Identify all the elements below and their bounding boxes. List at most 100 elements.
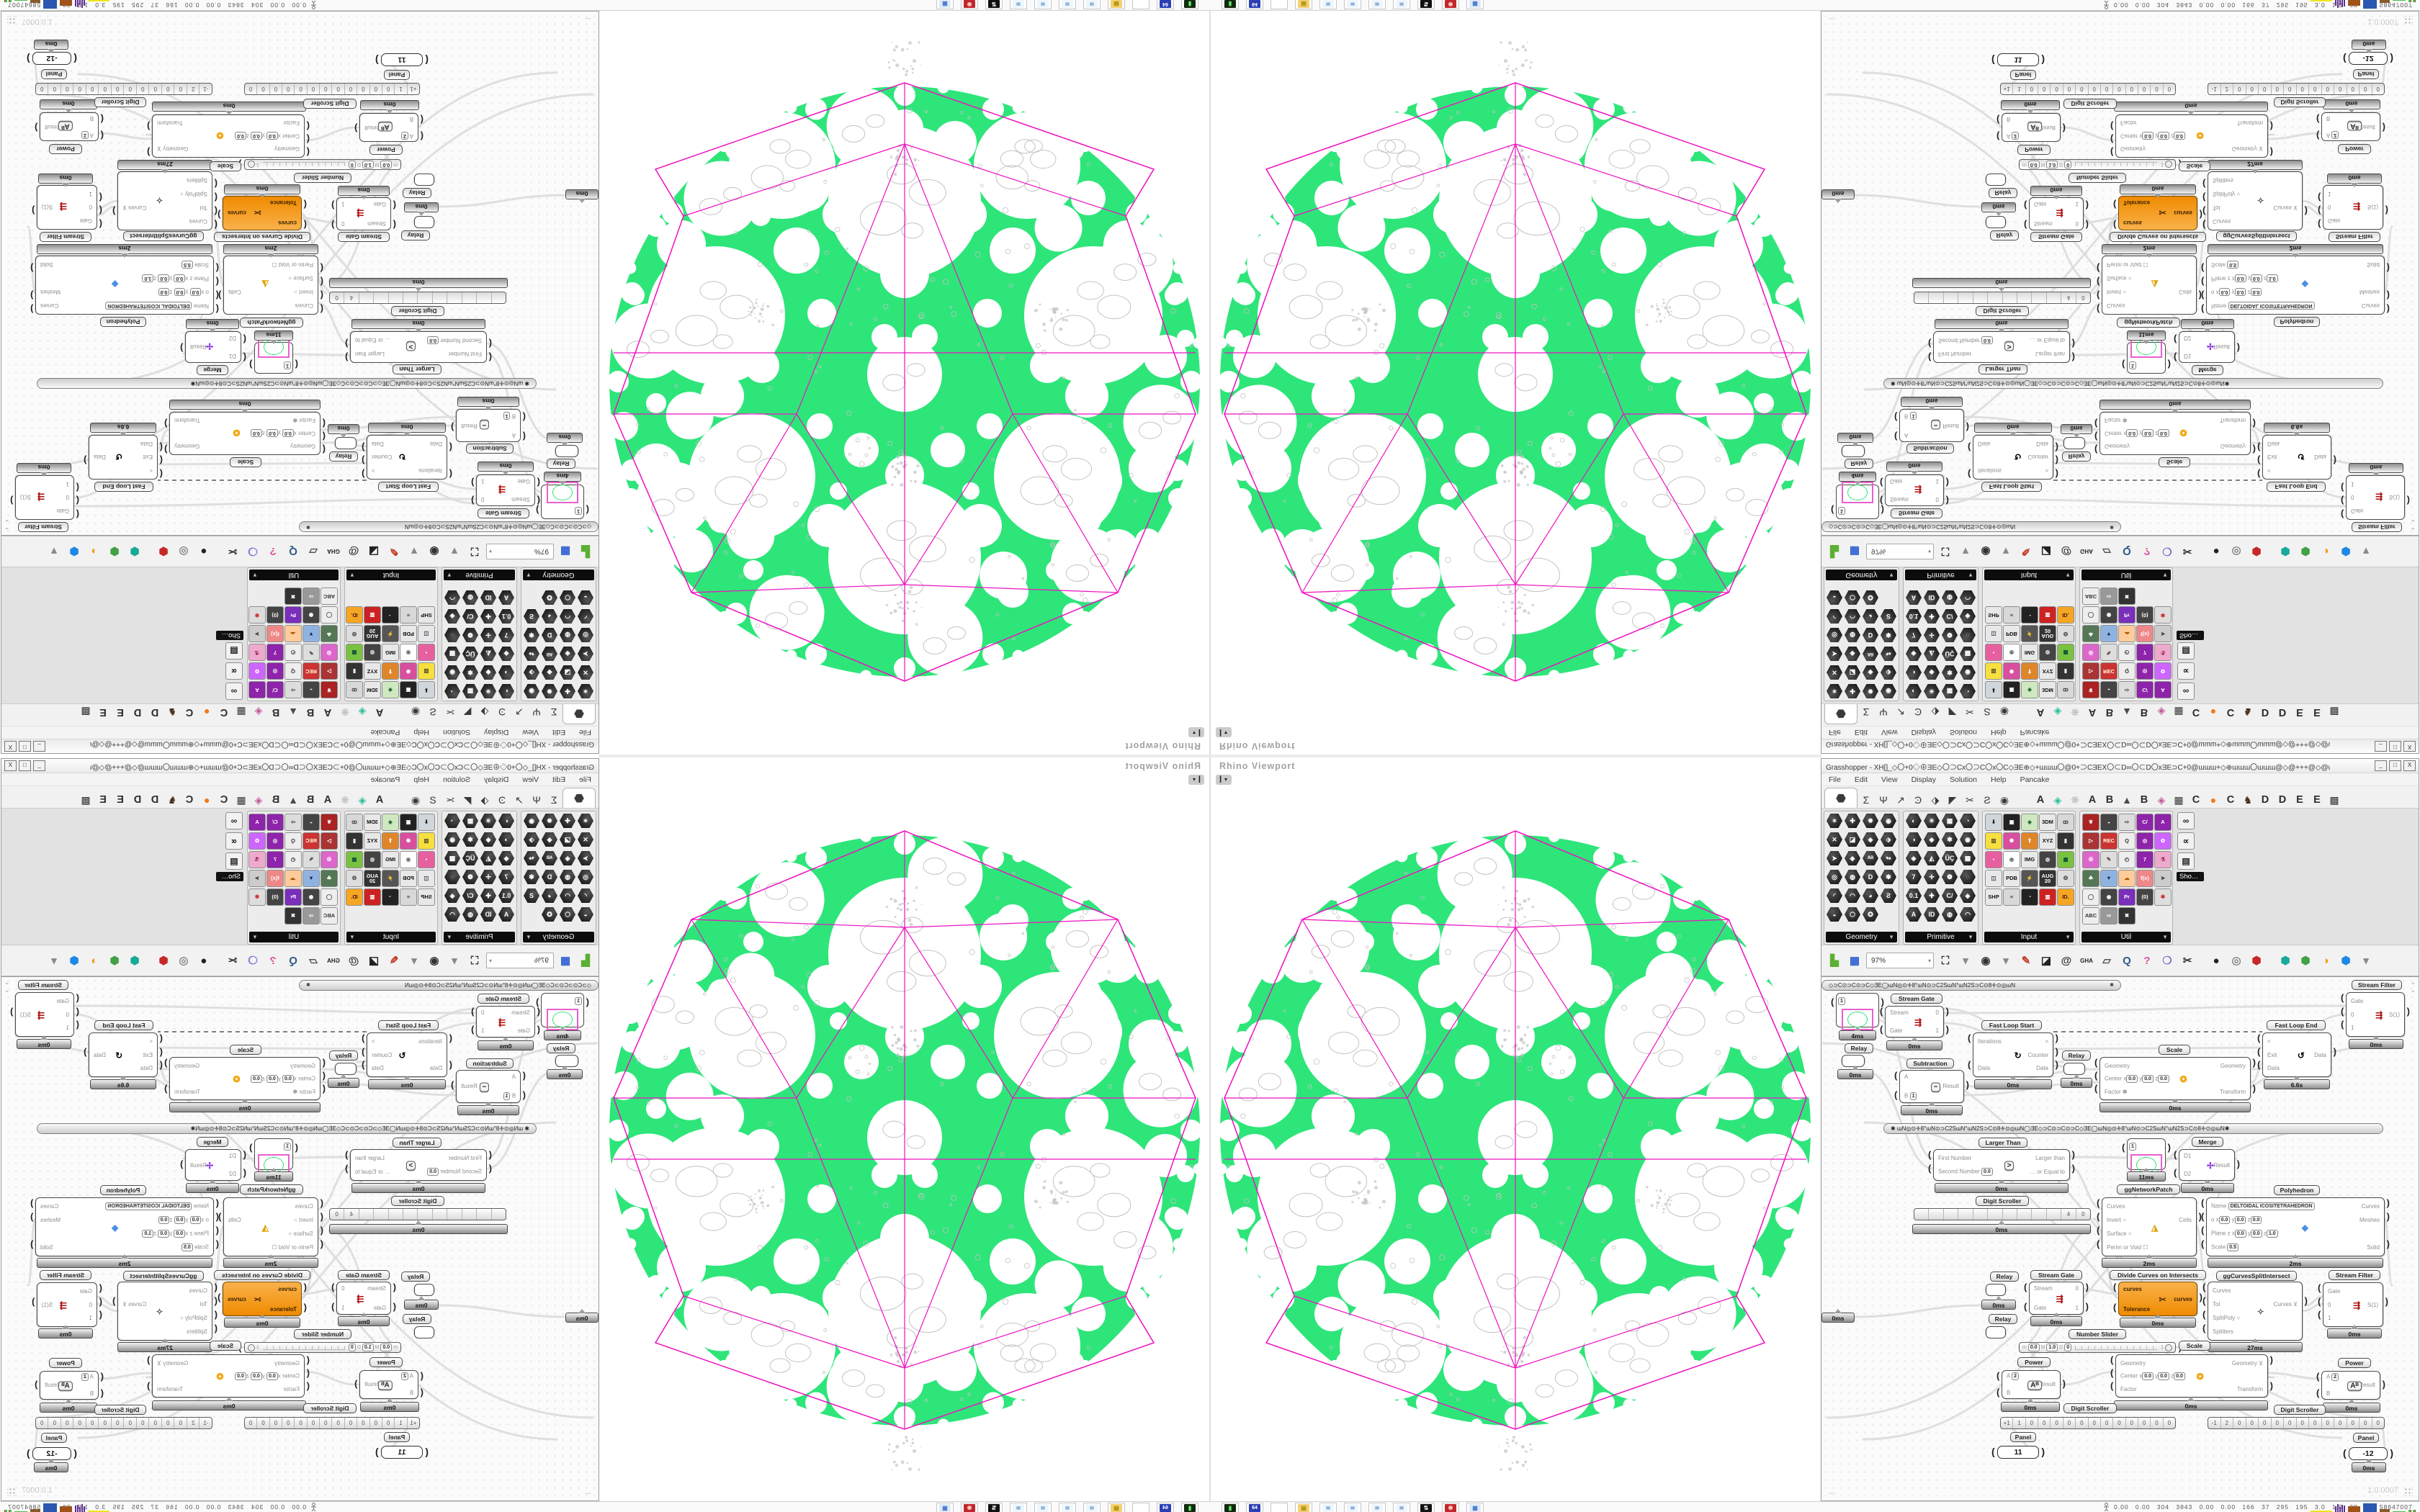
category-tab[interactable]: ♞ — [167, 706, 177, 719]
category-tab[interactable]: ◈ — [2053, 793, 2062, 806]
component-icon[interactable]: ◍ — [364, 851, 381, 868]
category-tab[interactable]: ◈ — [254, 793, 263, 806]
sketch-pen-icon[interactable]: ✎ — [2021, 955, 2031, 967]
zoom-combo[interactable]: 97% ▾ — [1866, 544, 1934, 559]
gh-component[interactable]: Name DELTOIDAL ICOSITETRAHEDRONCurveso x… — [2201, 1197, 2390, 1256]
gh-component[interactable]: Stream0Gate1⇶ — [2024, 1282, 2089, 1315]
component-icon[interactable]: ❁ — [1942, 870, 1958, 884]
component-icon[interactable]: ◐ — [498, 814, 514, 828]
display-gem-green-icon[interactable]: ⬢ — [2300, 955, 2311, 967]
component-icon[interactable]: A — [2154, 681, 2172, 698]
maximize-button[interactable]: □ — [19, 741, 31, 752]
component-icon[interactable]: ❃ — [248, 888, 266, 906]
preview-wire-icon[interactable]: ◎ — [179, 955, 189, 967]
component-icon[interactable]: ☁ — [284, 625, 302, 642]
label-chip[interactable]: Scale — [210, 1341, 241, 1351]
galapagos-icon[interactable]: ❍ — [248, 545, 258, 557]
gh-component[interactable]: A 2ResultBAᴮ — [40, 1371, 99, 1400]
save-file-icon[interactable]: ▦ — [1849, 545, 1860, 557]
component-icon[interactable]: ⬆ — [2021, 662, 2038, 680]
digit-scroller-display[interactable]: +1 1 0 0 0 0 0 0 0 0 0 0 0 0 — [244, 1417, 420, 1429]
gh-component[interactable]: Gate0S(1)1⇶ — [2318, 1282, 2388, 1327]
app-icon-floppy64[interactable]: 64 — [1246, 1503, 1263, 1512]
gh-component[interactable]: Stream0Gate1⇶ — [336, 1282, 391, 1315]
display-gem-teal-icon[interactable]: ⬢ — [130, 955, 140, 967]
component-icon[interactable]: ◕ — [542, 888, 557, 903]
component-icon[interactable]: ◎ — [266, 832, 284, 850]
group-icon[interactable]: ◪ — [2040, 955, 2052, 967]
gh-component[interactable]: AResultB 1− — [1899, 409, 1964, 442]
component-icon[interactable]: ⬗ — [1881, 832, 1896, 847]
gh-component[interactable]: D1ResultD2✢ — [2174, 1149, 2240, 1181]
component-icon[interactable]: C/ — [1942, 609, 1958, 624]
component-icon[interactable]: ☁ — [2118, 625, 2136, 642]
gh-component[interactable]: curvescurvesTolerance✂ — [223, 196, 302, 230]
category-tab[interactable]: C — [2192, 794, 2200, 806]
component-icon[interactable]: ⚗ — [2154, 851, 2172, 868]
component-icon[interactable]: ◍ — [560, 628, 575, 642]
label-chip[interactable]: Larger Than — [393, 364, 442, 374]
component-icon[interactable]: ✚ — [1924, 888, 1940, 903]
app-icon-red-ornament[interactable]: ✺ — [961, 1503, 978, 1512]
component-icon[interactable]: ◆ — [1924, 665, 1940, 680]
label-chip[interactable]: Relay — [547, 459, 575, 469]
label-chip[interactable]: Larger Than — [393, 1138, 442, 1148]
component-icon[interactable]: IMG — [382, 851, 399, 868]
component-icon[interactable]: ✺ — [400, 832, 417, 850]
gh-canvas[interactable]: ... 1.0.0007 ⌄ ⌄ ◇⊃C⊙⊃C⊙⊃C◇ƎE◯ɯΝ◎⊙✛8°ɯΝ⊙⊃… — [1821, 976, 2419, 1500]
group-label-bar[interactable]: ◇⊃C⊙⊃C⊙⊃C◇ƎE◯ɯΝ◎⊙✛8°ɯΝ⊙⊃C2SɯΝ°ɯΝ2S⊃C⊙8✛⊙… — [1821, 980, 2121, 991]
gh-component[interactable]: Name DELTOIDAL ICOSITETRAHEDRONCurveso x… — [35, 256, 214, 315]
component-icon[interactable]: ▪ — [418, 851, 435, 868]
app-icon-sort[interactable]: ⇅ — [1417, 1503, 1435, 1512]
panel-preview[interactable]: 1 — [1831, 993, 1884, 1030]
gh-component[interactable]: GeometryGeometryCenter x0.0 y0.0 z0.0Fac… — [2094, 1057, 2256, 1100]
component-icon[interactable]: ◒ — [1827, 907, 1842, 922]
panel-value[interactable]: 11 — [381, 1446, 423, 1459]
component-icon[interactable]: ◍ — [560, 870, 575, 884]
category-tab[interactable]: Ƨ — [429, 706, 436, 718]
finder-icon[interactable]: Q — [2123, 954, 2131, 967]
close-button[interactable]: X — [4, 760, 17, 771]
component-icon[interactable]: ◉ — [524, 814, 539, 828]
component-icon[interactable]: ◭ — [480, 647, 496, 661]
component-icon[interactable]: ✎ — [2100, 851, 2118, 868]
label-chip[interactable]: Relay — [403, 188, 431, 198]
component-icon[interactable]: ✪ — [1863, 590, 1878, 605]
category-tab[interactable]: B — [306, 794, 315, 806]
component-icon[interactable]: ◎ — [2136, 662, 2154, 680]
label-chip[interactable]: Number Slider — [294, 1329, 351, 1339]
category-tab[interactable]: Σ — [1863, 794, 1870, 806]
component-icon[interactable]: C/ — [2136, 681, 2154, 698]
label-chip[interactable]: ggCurvesSplitIntersect — [2216, 1271, 2297, 1281]
label-chip[interactable]: ggNetworkPatch — [240, 1184, 303, 1194]
component-icon[interactable]: ◭ — [480, 851, 496, 865]
component-icon[interactable]: ▦ — [1942, 814, 1958, 828]
app-icon-sort[interactable]: ⇅ — [1417, 0, 1435, 9]
caret-icon[interactable]: ▾ — [452, 955, 457, 967]
app-icon-floppy64[interactable]: 64 — [1157, 1503, 1174, 1512]
viewport-tab-label[interactable]: Rhino Viewport — [1124, 741, 1201, 751]
preview-shaded-icon[interactable]: ⬢ — [158, 545, 169, 557]
component-icon[interactable]: Q — [2118, 662, 2136, 680]
menu-item-edit[interactable]: Edit — [1854, 775, 1868, 784]
category-tab[interactable]: A — [2088, 706, 2097, 718]
component-icon[interactable]: ◆ — [1863, 665, 1878, 680]
label-chip[interactable]: Subtraction — [466, 444, 514, 454]
category-tab[interactable]: ❋ — [341, 793, 349, 806]
app-icon-notepad[interactable]: ≋ — [1010, 0, 1027, 9]
category-tab[interactable]: B — [2140, 706, 2148, 718]
component-icon[interactable]: ◈ — [560, 851, 575, 865]
label-chip[interactable]: Polyhedron — [100, 1185, 146, 1195]
component-icon[interactable]: ◉ — [2100, 888, 2118, 906]
palette-group-label[interactable]: Input ▼ — [1984, 932, 2074, 942]
label-chip[interactable]: Merge — [2192, 1137, 2223, 1147]
component-icon[interactable]: IMG — [382, 644, 399, 661]
label-chip[interactable]: Fast Loop Start — [1981, 482, 2042, 492]
component-icon[interactable]: ⬆ — [382, 662, 399, 680]
canvas-grip-icon[interactable] — [2404, 16, 2413, 24]
category-tab[interactable]: ❋ — [2071, 706, 2079, 719]
component-icon[interactable]: ◔ — [382, 888, 399, 906]
